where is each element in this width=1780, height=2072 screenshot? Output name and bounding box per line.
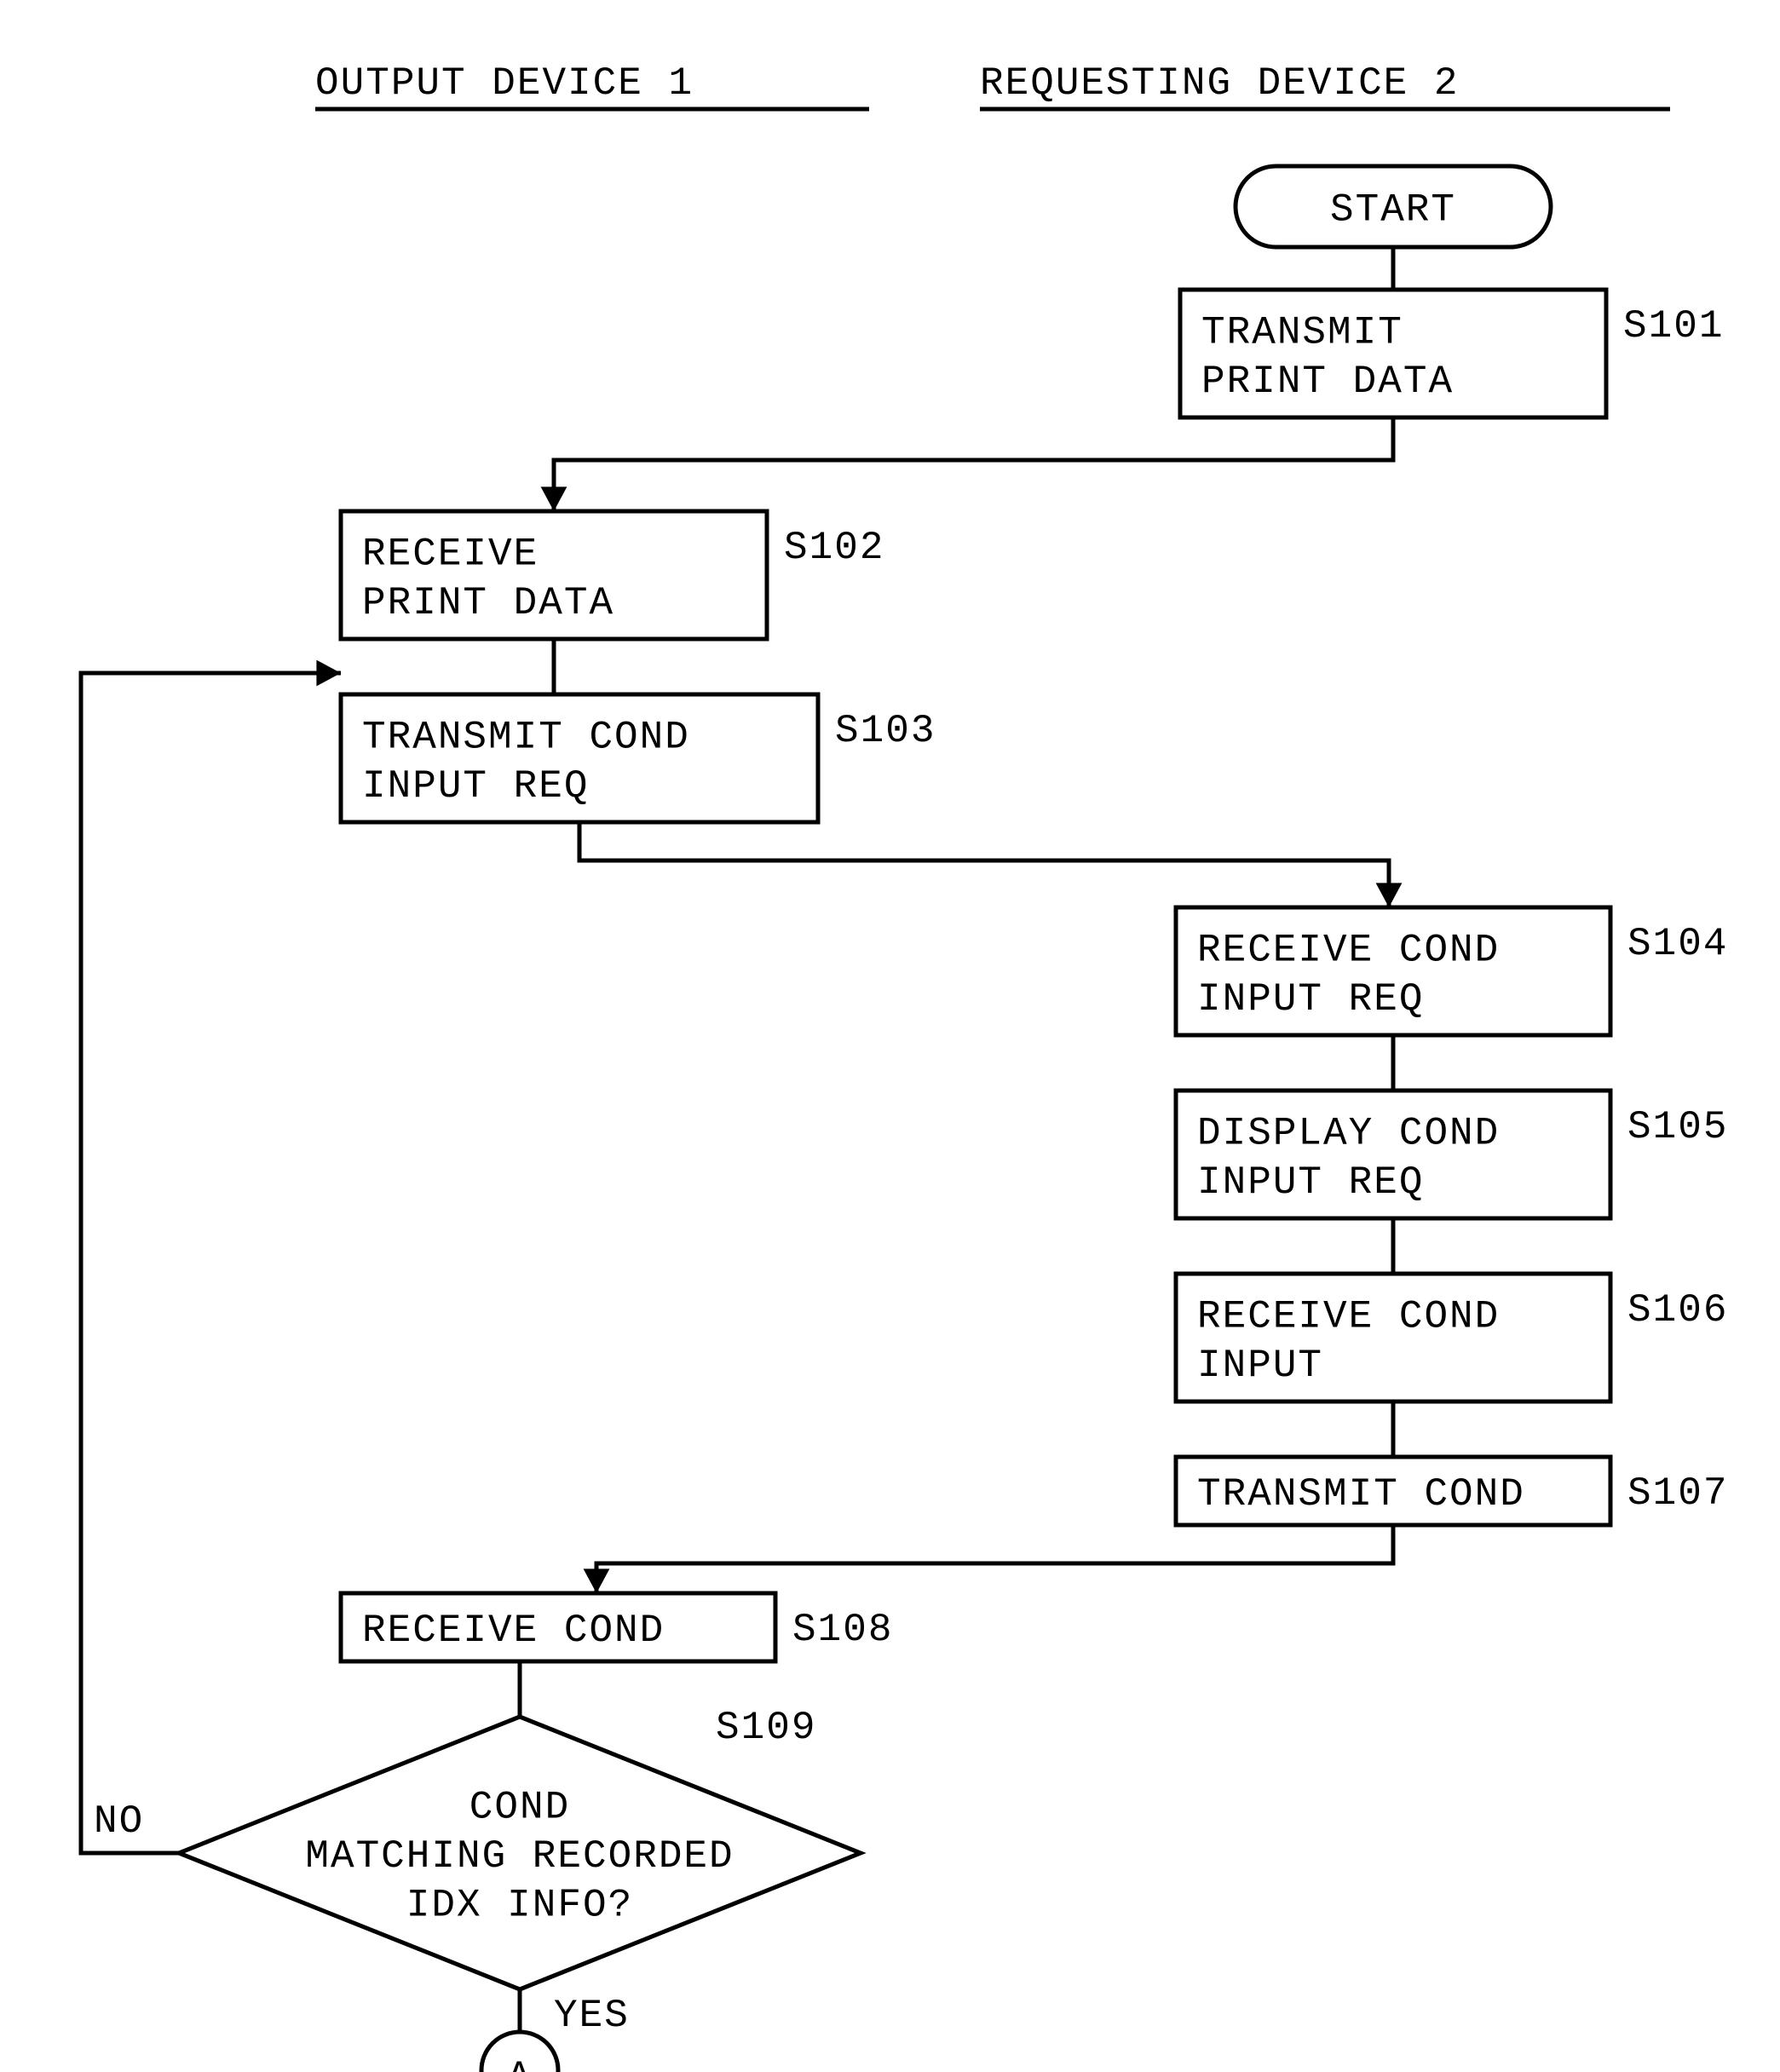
start: START xyxy=(1236,166,1551,247)
hdr-requesting: REQUESTING DEVICE 2 xyxy=(980,61,1460,106)
step-tag: S102 xyxy=(784,526,884,570)
s106: RECEIVE COND INPUT S106 xyxy=(1176,1274,1728,1401)
node-text: COND xyxy=(469,1786,570,1830)
s101: TRANSMIT PRINT DATA S101 xyxy=(1180,290,1724,417)
node-text: START xyxy=(1330,188,1456,233)
node-text: RECEIVE xyxy=(362,532,539,576)
node-text: TRANSMIT COND xyxy=(1197,1472,1525,1517)
node-text: INPUT xyxy=(1197,1344,1323,1388)
connA: A xyxy=(481,2032,558,2072)
s104: RECEIVE COND INPUT REQ S104 xyxy=(1176,907,1728,1035)
step-tag: S107 xyxy=(1627,1471,1728,1516)
node-text: RECEIVE COND xyxy=(1197,928,1500,972)
edge xyxy=(554,417,1393,511)
node-text: INPUT REQ xyxy=(1197,1160,1424,1205)
node-text: INPUT REQ xyxy=(1197,977,1424,1022)
node-text: INPUT REQ xyxy=(362,764,589,809)
step-tag: S109 xyxy=(716,1706,816,1750)
flowchart-canvas: YES NO OUTPUT DEVICE 1 REQUESTING DEVICE 2 S… xyxy=(0,0,1780,2072)
node-text: PRINT DATA xyxy=(1201,360,1454,404)
step-tag: S104 xyxy=(1627,922,1728,966)
s107: TRANSMIT COND S107 xyxy=(1176,1457,1728,1525)
node-text: MATCHING RECORDED xyxy=(305,1834,734,1879)
s103: TRANSMIT COND INPUT REQ S103 xyxy=(341,694,936,822)
s102: RECEIVE PRINT DATA S102 xyxy=(341,511,884,639)
s108: RECEIVE COND S108 xyxy=(341,1593,893,1661)
step-tag: S101 xyxy=(1623,304,1724,348)
node-text: PRINT DATA xyxy=(362,581,614,625)
edge xyxy=(81,673,341,1853)
step-tag: S105 xyxy=(1627,1105,1728,1149)
node-text: DISPLAY COND xyxy=(1197,1111,1500,1155)
node-text: A xyxy=(507,2055,533,2072)
s109: CONDMATCHING RECORDED IDX INFO? S109 xyxy=(179,1706,861,1989)
edge xyxy=(579,822,1389,907)
edge xyxy=(596,1525,1393,1593)
edge-label: NO xyxy=(94,1799,144,1844)
node-text: TRANSMIT xyxy=(1201,310,1403,354)
s105: DISPLAY COND INPUT REQ S105 xyxy=(1176,1091,1728,1218)
step-tag: S103 xyxy=(835,709,936,753)
node-text: RECEIVE COND xyxy=(362,1609,665,1653)
node-text: TRANSMIT COND xyxy=(362,715,690,759)
step-tag: S108 xyxy=(792,1608,893,1652)
node-text: IDX INFO? xyxy=(406,1884,633,1928)
hdr-output: OUTPUT DEVICE 1 xyxy=(315,61,694,106)
edge-label: YES xyxy=(554,1994,630,2038)
step-tag: S106 xyxy=(1627,1288,1728,1332)
node-text: RECEIVE COND xyxy=(1197,1294,1500,1338)
